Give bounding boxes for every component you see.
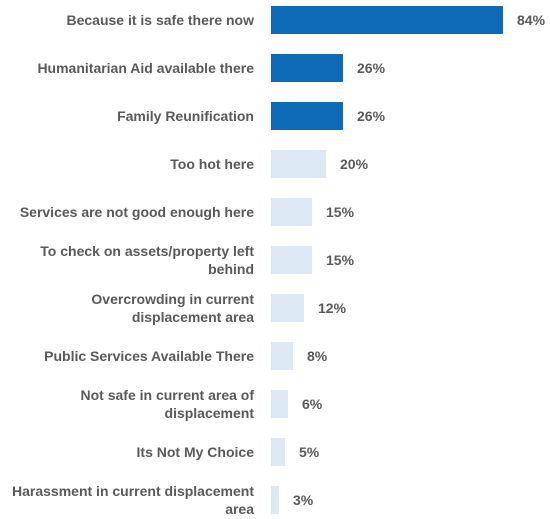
category-label: Services are not good enough here [19, 204, 254, 220]
bar [271, 438, 285, 466]
category-label: Humanitarian Aid available there [37, 60, 254, 76]
category-label: Public Services Available There [44, 348, 254, 364]
bar [271, 390, 288, 418]
bar [271, 198, 312, 226]
category-label: Its Not My Choice [136, 444, 254, 460]
value-label: 26% [357, 60, 386, 76]
bar [271, 246, 312, 274]
category-label: Not safe in current area of displacement [80, 387, 255, 421]
category-label: Overcrowding in current displacement are… [91, 291, 254, 325]
bar [271, 102, 343, 130]
value-label: 84% [517, 12, 546, 28]
value-label: 5% [299, 444, 320, 460]
bar [271, 342, 293, 370]
category-label: Because it is safe there now [66, 12, 254, 28]
value-label: 12% [318, 300, 347, 316]
value-label: 3% [293, 492, 314, 508]
bar [271, 150, 326, 178]
category-label: Too hot here [170, 156, 254, 172]
bar [271, 294, 304, 322]
bar [271, 54, 343, 82]
value-label: 8% [307, 348, 328, 364]
bar [271, 486, 279, 514]
value-label: 15% [326, 204, 355, 220]
value-label: 26% [357, 108, 386, 124]
value-label: 20% [340, 156, 369, 172]
value-label: 15% [326, 252, 355, 268]
category-label: To check on assets/property left behind [40, 243, 254, 277]
value-label: 6% [302, 396, 323, 412]
category-label: Harassment in current displacement area [12, 483, 254, 517]
category-label: Family Reunification [117, 108, 254, 124]
bar [271, 6, 503, 34]
